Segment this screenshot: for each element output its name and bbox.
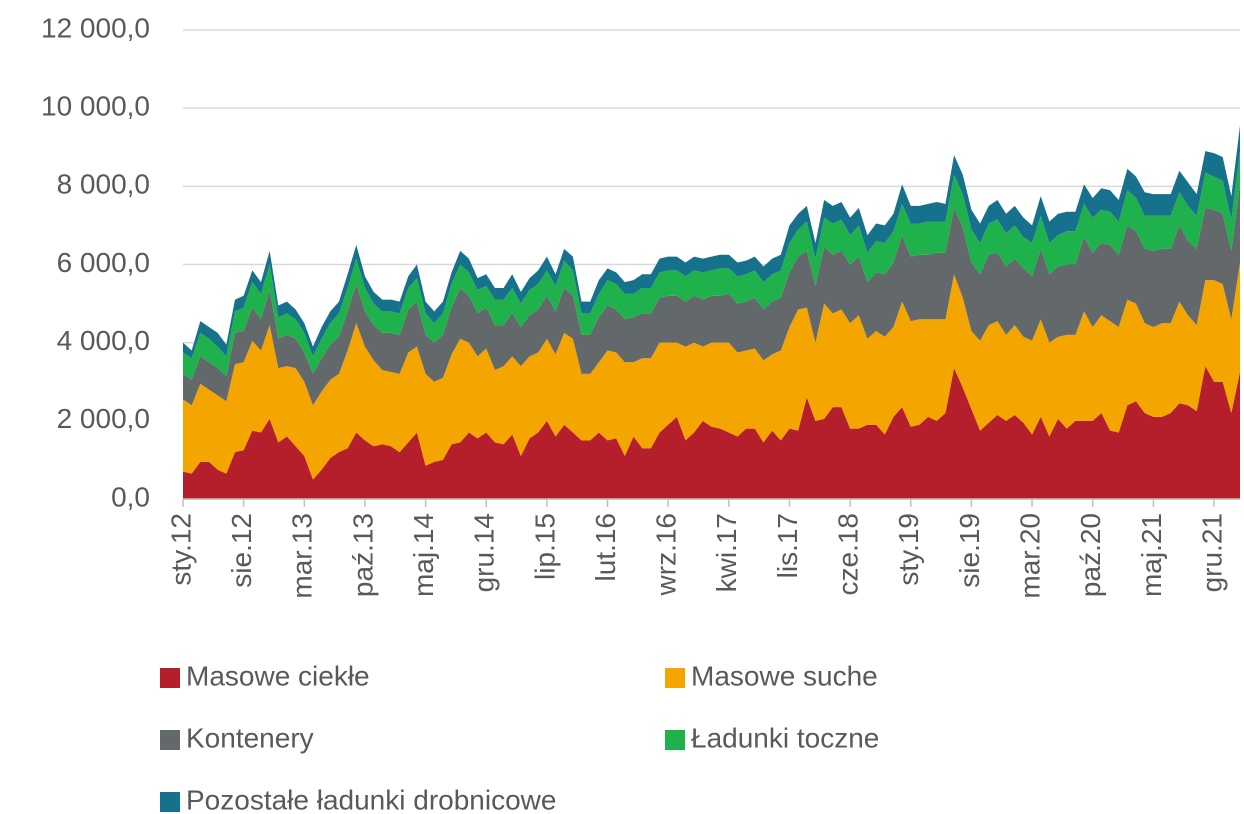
legend-label: Ładunki toczne xyxy=(691,722,879,753)
legend-swatch xyxy=(160,668,180,688)
x-tick-label: sty.19 xyxy=(893,513,924,586)
legend-swatch xyxy=(160,792,180,812)
legend-label: Masowe ciekłe xyxy=(186,660,370,691)
area xyxy=(183,151,1240,380)
x-tick-label: kwi.17 xyxy=(711,513,742,592)
x-tick-label: sie.12 xyxy=(226,513,257,588)
y-tick-label: 6 000,0 xyxy=(57,247,150,278)
legend-label: Pozostałe ładunki drobnicowe xyxy=(186,784,556,814)
x-tick-label: lut.16 xyxy=(590,513,621,582)
x-tick-label: lis.17 xyxy=(772,513,803,578)
area xyxy=(183,184,1240,406)
x-tick-label: gru.21 xyxy=(1196,513,1227,592)
legend-swatch xyxy=(160,730,180,750)
legend-swatch xyxy=(665,730,685,750)
legend-label: Kontenery xyxy=(186,722,314,753)
y-tick-label: 4 000,0 xyxy=(57,325,150,356)
x-tick-label: sie.19 xyxy=(954,513,985,588)
x-tick-label: maj.14 xyxy=(408,513,439,597)
x-tick-label: maj.21 xyxy=(1136,513,1167,597)
y-tick-label: 2 000,0 xyxy=(57,403,150,434)
y-tick-label: 0,0 xyxy=(111,481,150,512)
x-tick-label: cze.18 xyxy=(833,513,864,596)
legend-label: Masowe suche xyxy=(691,660,878,691)
x-tick-label: wrz.16 xyxy=(651,513,682,596)
y-tick-label: 8 000,0 xyxy=(57,169,150,200)
y-tick-label: 12 000,0 xyxy=(41,12,150,43)
legend-swatch xyxy=(665,668,685,688)
x-tick-label: mar.13 xyxy=(287,513,318,599)
x-tick-label: lip.15 xyxy=(529,513,560,580)
x-tick-label: gru.14 xyxy=(469,513,500,592)
area xyxy=(183,262,1240,480)
x-tick-label: sty.12 xyxy=(165,513,196,586)
x-tick-label: mar.20 xyxy=(1014,513,1045,599)
area xyxy=(183,366,1240,499)
x-tick-label: paź.13 xyxy=(347,513,378,597)
y-tick-label: 10 000,0 xyxy=(41,91,150,122)
x-tick-label: paź.20 xyxy=(1075,513,1106,597)
